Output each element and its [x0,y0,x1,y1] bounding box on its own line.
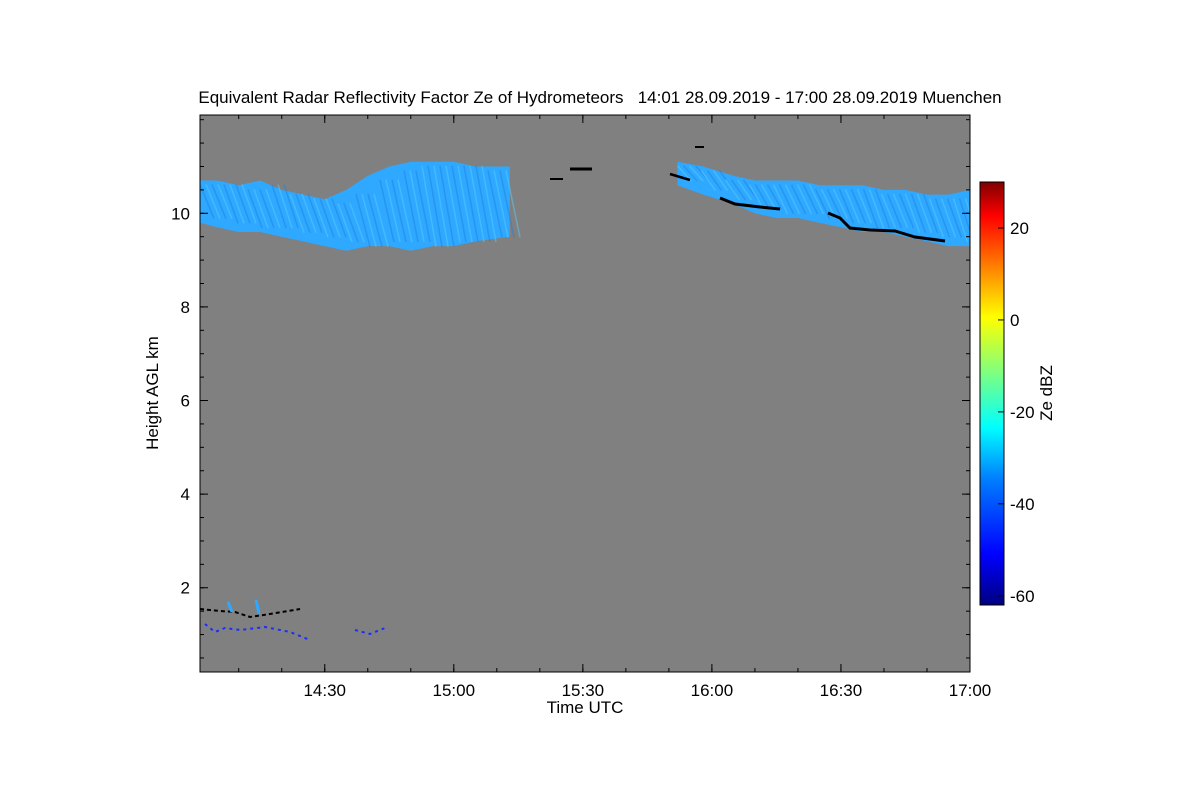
cloud-cirrus-2 [677,161,970,247]
colorbar-tick-label: -20 [1010,403,1035,422]
y-tick-label: 8 [181,298,190,317]
x-axis: 14:30 15:00 15:30 16:00 16:30 17:00 [238,115,992,700]
x-tick-label: 17:00 [949,681,992,700]
colorbar-gradient [979,181,1005,606]
y-axis: 2 4 6 8 10 [171,119,970,659]
colorbar: -60 -40 -20 0 20 Ze dBZ [979,181,1056,606]
ceilometer-markers [200,146,946,619]
colorbar-label: Ze dBZ [1037,365,1056,421]
plot-frame [199,114,971,673]
colorbar-tick-label: 0 [1010,311,1019,330]
colorbar-tick-label: -60 [1010,587,1035,606]
x-axis-label: Time UTC [547,698,624,717]
colorbar-tick-label: -40 [1010,495,1035,514]
cloud-cirrus-1 [200,161,510,251]
low-level-echoes [204,599,386,641]
cloud-streaks-cirrus-2 [676,165,970,243]
y-tick-label: 4 [181,485,190,504]
y-tick-label: 2 [181,579,190,598]
y-tick-label: 10 [171,204,190,223]
cloud-streaks-cirrus-1 [200,165,521,247]
y-tick-label: 6 [181,392,190,411]
colorbar-tick-label: 20 [1010,219,1029,238]
chart-title: Equivalent Radar Reflectivity Factor Ze … [198,88,1002,107]
x-tick-label: 15:00 [433,681,476,700]
x-tick-label: 16:30 [820,681,863,700]
x-tick-label: 16:00 [691,681,734,700]
x-tick-label: 14:30 [303,681,346,700]
cloud-layers [200,146,970,641]
x-tick-label: 15:30 [562,681,605,700]
y-axis-label: Height AGL km [143,336,162,450]
